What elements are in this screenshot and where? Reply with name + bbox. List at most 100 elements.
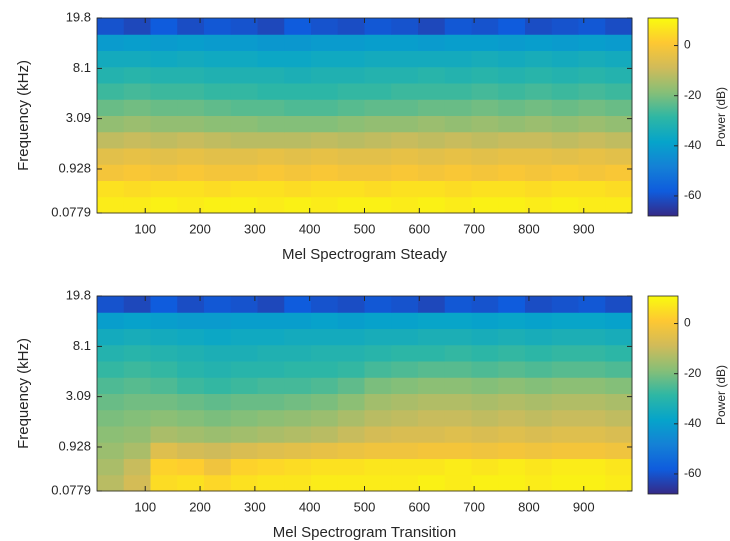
heatmap-cell	[391, 393, 419, 411]
heatmap-cell	[551, 409, 579, 427]
heatmap-cell	[444, 393, 472, 411]
heatmap-cell	[578, 18, 606, 35]
heatmap-cell	[311, 115, 339, 133]
heatmap-cell	[230, 377, 258, 394]
heatmap-cell	[605, 458, 633, 476]
heatmap-cell	[525, 393, 553, 411]
heatmap-cell	[471, 296, 499, 313]
heatmap-cell	[525, 458, 553, 476]
heatmap-cell	[177, 115, 205, 133]
heatmap-cell	[364, 115, 392, 133]
heatmap-cell	[204, 393, 232, 411]
heatmap-cell	[123, 409, 151, 427]
heatmap-cell	[97, 83, 125, 100]
heatmap-cell	[97, 361, 125, 378]
heatmap-cell	[418, 426, 446, 443]
heatmap-cell	[311, 344, 339, 362]
heatmap-cell	[578, 393, 606, 411]
heatmap-cell	[444, 164, 472, 181]
heatmap-cell	[551, 196, 579, 214]
heatmap-cell	[311, 164, 339, 181]
heatmap-cell	[204, 83, 232, 100]
heatmap-cell	[391, 18, 419, 35]
heatmap-cell	[418, 83, 446, 100]
heatmap-cell	[525, 66, 553, 84]
heatmap-cell	[123, 180, 151, 198]
heatmap-cell	[337, 361, 365, 378]
heatmap-cell	[284, 83, 312, 100]
heatmap-cell	[525, 196, 553, 214]
y-tick-label: 3.09	[66, 388, 91, 403]
heatmap-cell	[230, 344, 258, 362]
heatmap-cell	[525, 328, 553, 346]
heatmap-cell	[364, 312, 392, 329]
heatmap-cell	[123, 148, 151, 165]
heatmap-cell	[605, 393, 633, 411]
heatmap-cell	[123, 328, 151, 346]
heatmap-cell	[498, 296, 526, 313]
heatmap-cell	[177, 50, 205, 68]
heatmap-cell	[150, 131, 178, 149]
heatmap-cell	[123, 164, 151, 181]
heatmap-cell	[284, 442, 312, 459]
heatmap-cell	[123, 115, 151, 133]
heatmap-cell	[525, 312, 553, 329]
heatmap-cell	[551, 164, 579, 181]
heatmap-cell	[551, 99, 579, 116]
heatmap-cell	[257, 296, 285, 313]
heatmap-cell	[418, 458, 446, 476]
heatmap-cell	[605, 115, 633, 133]
y-tick-label: 0.0779	[51, 204, 91, 219]
heatmap-cell	[150, 180, 178, 198]
heatmap-cell	[391, 83, 419, 100]
heatmap-cell	[230, 34, 258, 51]
heatmap-cell	[498, 426, 526, 443]
heatmap-cell	[230, 50, 258, 68]
heatmap-cell	[471, 377, 499, 394]
heatmap-cell	[444, 18, 472, 35]
heatmap-cell	[123, 312, 151, 329]
heatmap-cell	[498, 50, 526, 68]
heatmap-cell	[364, 344, 392, 362]
heatmap-cell	[97, 50, 125, 68]
heatmap-cell	[150, 115, 178, 133]
heatmap-cell	[471, 131, 499, 149]
heatmap-cell	[97, 312, 125, 329]
heatmap-cell	[204, 148, 232, 165]
heatmap-cell	[204, 442, 232, 459]
heatmap-cell	[337, 458, 365, 476]
heatmap-cell	[578, 361, 606, 378]
heatmap-cell	[150, 312, 178, 329]
heatmap-cell	[551, 34, 579, 51]
heatmap-cell	[525, 474, 553, 492]
heatmap-cell	[284, 409, 312, 427]
x-tick-label: 600	[408, 499, 430, 514]
heatmap-cell	[444, 377, 472, 394]
heatmap-cell	[444, 131, 472, 149]
heatmap-cell	[391, 66, 419, 84]
heatmap-cell	[177, 328, 205, 346]
x-tick-label: 700	[463, 221, 485, 236]
heatmap-cell	[498, 196, 526, 214]
heatmap-cell	[364, 426, 392, 443]
heatmap-cell	[444, 328, 472, 346]
heatmap-cell	[471, 164, 499, 181]
heatmap-cell	[204, 361, 232, 378]
heatmap-cell	[364, 148, 392, 165]
heatmap-cell	[605, 164, 633, 181]
heatmap-cell	[418, 344, 446, 362]
heatmap-cell	[444, 115, 472, 133]
heatmap-cell	[551, 344, 579, 362]
colorbar-tick-label: -40	[684, 416, 702, 430]
heatmap-cell	[605, 296, 633, 313]
heatmap-cell	[337, 377, 365, 394]
heatmap-cell	[150, 66, 178, 84]
heatmap-cell	[418, 148, 446, 165]
colorbar	[647, 17, 679, 217]
y-tick-label: 8.1	[73, 60, 91, 75]
heatmap-cell	[471, 361, 499, 378]
heatmap-cell	[391, 34, 419, 51]
heatmap-cell	[284, 131, 312, 149]
heatmap-cell	[337, 409, 365, 427]
heatmap-cell	[471, 409, 499, 427]
